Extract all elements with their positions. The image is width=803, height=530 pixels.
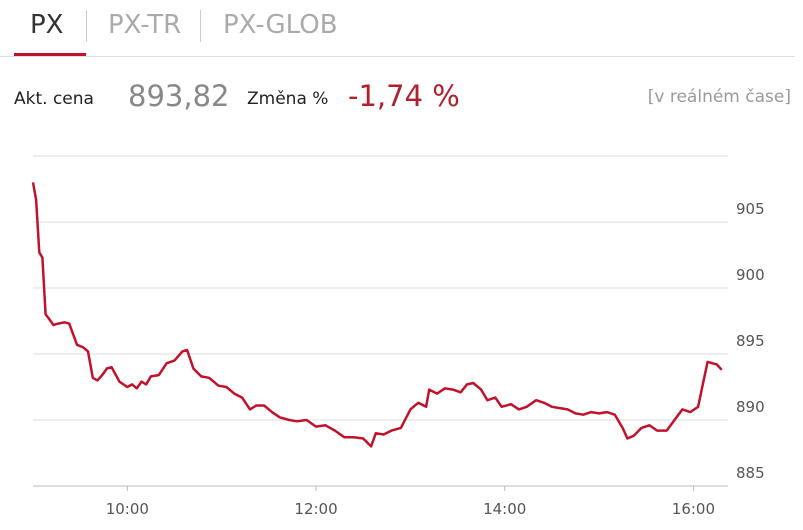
- y-tick-label: 900: [736, 266, 765, 284]
- change: -1,74 %: [348, 79, 460, 113]
- price-label: Akt. cena: [14, 89, 94, 109]
- x-tick-label: 12:00: [294, 500, 337, 518]
- tab[interactable]: PX-GLOB: [223, 10, 338, 40]
- tab[interactable]: PX-TR: [108, 10, 182, 40]
- x-tick-label: 16:00: [672, 500, 715, 518]
- y-tick-label: 895: [736, 332, 765, 350]
- x-tick-label: 14:00: [483, 500, 526, 518]
- price: 893,82: [128, 79, 230, 113]
- y-tick-label: 905: [736, 200, 765, 218]
- change-label: Změna %: [247, 89, 329, 109]
- tab-separator: [200, 10, 201, 42]
- price-line: [31, 182, 723, 448]
- realtime-note: [v reálném čase]: [647, 87, 791, 107]
- tab[interactable]: PX: [30, 10, 64, 40]
- y-tick-label: 885: [736, 464, 765, 482]
- divider: [0, 56, 795, 57]
- x-tick-label: 10:00: [106, 500, 149, 518]
- y-tick-label: 890: [736, 398, 765, 416]
- tab-underline: [14, 53, 86, 57]
- tab-separator: [86, 10, 87, 42]
